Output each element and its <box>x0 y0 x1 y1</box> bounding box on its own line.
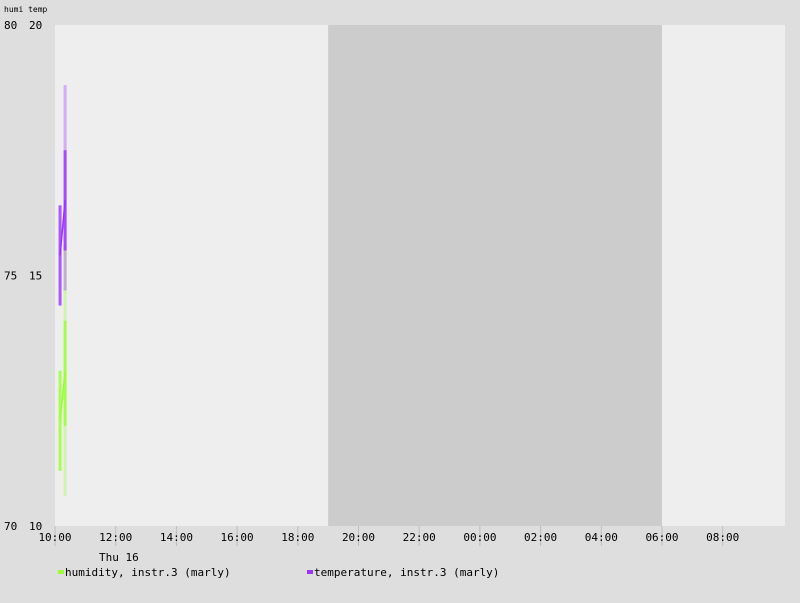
x-axis-ticks: 10:00 12:00 14:00 16:00 18:00 20:00 22:00 00:00… <box>38 526 739 546</box>
night-shading <box>328 25 662 526</box>
x-tick-label: 04:00 <box>585 531 618 544</box>
temperature-series-line <box>59 200 66 256</box>
y-tick-label-temperature: 10 <box>29 520 42 533</box>
x-tick-label: 18:00 <box>281 531 314 544</box>
legend-swatch-humidity <box>58 570 64 574</box>
y-axis-ticks: 80 75 70 20 15 10 <box>4 19 42 533</box>
date-label: Thu 16 <box>99 551 139 564</box>
legend-label-humidity: humidity, instr.3 (marly) <box>65 566 231 579</box>
y-tick-label-temperature: 20 <box>29 19 42 32</box>
legend: humidity, instr.3 (marly) temperature, in… <box>58 566 499 579</box>
y-tick-label-humidity: 75 <box>4 270 17 283</box>
x-tick-label: 20:00 <box>342 531 375 544</box>
x-tick-label: 12:00 <box>99 531 132 544</box>
axis-units-label: humi temp <box>4 5 48 14</box>
y-tick-label-temperature: 15 <box>29 270 42 283</box>
x-tick-label: 02:00 <box>524 531 557 544</box>
x-tick-label: 08:00 <box>706 531 739 544</box>
x-tick-label: 00:00 <box>463 531 496 544</box>
legend-swatch-temperature <box>307 570 313 574</box>
x-tick-label: 16:00 <box>221 531 254 544</box>
x-tick-label: 14:00 <box>160 531 193 544</box>
legend-label-temperature: temperature, instr.3 (marly) <box>314 566 499 579</box>
x-tick-label: 06:00 <box>645 531 678 544</box>
series-layer <box>58 85 67 496</box>
y-tick-label-humidity: 70 <box>4 520 17 533</box>
humidity-series-line <box>59 370 66 421</box>
x-tick-label: 10:00 <box>38 531 71 544</box>
x-tick-label: 22:00 <box>403 531 436 544</box>
y-tick-label-humidity: 80 <box>4 19 17 32</box>
